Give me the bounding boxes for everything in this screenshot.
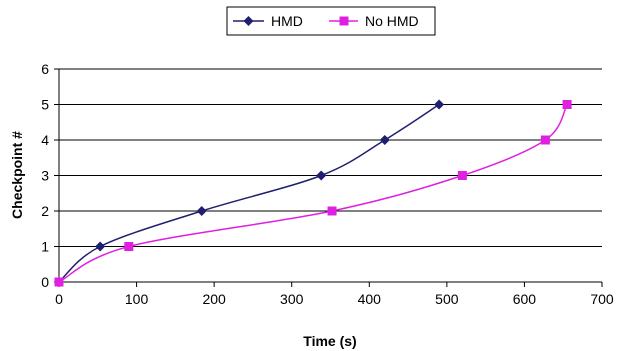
axes (54, 68, 603, 287)
data-point-hmd-1 (95, 241, 106, 252)
legend-label-no-hmd: No HMD (365, 13, 419, 29)
x-tick-label: 500 (435, 291, 459, 307)
data-point-no-hmd-2 (327, 206, 337, 216)
x-axis-title: Time (s) (303, 333, 356, 349)
legend-marker-hmd (243, 16, 254, 26)
x-tick-label: 400 (358, 291, 382, 307)
series-line-no-hmd (58, 104, 568, 283)
y-tick-label: 5 (41, 97, 49, 113)
data-point-no-hmd-0 (54, 277, 64, 287)
y-tick-label: 6 (41, 61, 49, 77)
y-tick-label: 0 (41, 274, 49, 290)
data-point-hmd-4 (379, 135, 390, 145)
x-tick-label: 100 (125, 291, 149, 307)
data-point-hmd-3 (316, 170, 327, 181)
data-point-hmd-5 (434, 99, 445, 110)
x-tick-label: 700 (590, 291, 614, 307)
x-tick-label: 200 (202, 291, 226, 307)
x-tick-label: 0 (55, 291, 63, 307)
legend-marker-no-hmd (339, 16, 349, 26)
y-tick-label: 3 (41, 168, 49, 184)
series-layer (54, 99, 572, 287)
tick-labels: 0 1 2 3 4 5 6 0 100 200 300 400 500 600 700 (41, 61, 614, 307)
legend-label-hmd: HMD (271, 13, 303, 29)
y-tick-label: 2 (41, 203, 49, 219)
x-tick-label: 300 (280, 291, 304, 307)
x-tick-label: 600 (513, 291, 537, 307)
data-point-hmd-2 (196, 206, 207, 216)
y-tick-label: 1 (41, 239, 49, 255)
y-axis-title: Checkpoint # (9, 131, 25, 219)
data-point-no-hmd-4 (540, 135, 550, 145)
grid (59, 68, 602, 247)
data-point-no-hmd-3 (457, 171, 467, 180)
y-tick-label: 4 (41, 132, 49, 148)
data-point-no-hmd-5 (562, 100, 572, 109)
legend: HMD No HMD (226, 6, 436, 36)
series-line-hmd (58, 103, 440, 283)
data-point-no-hmd-1 (124, 242, 134, 251)
